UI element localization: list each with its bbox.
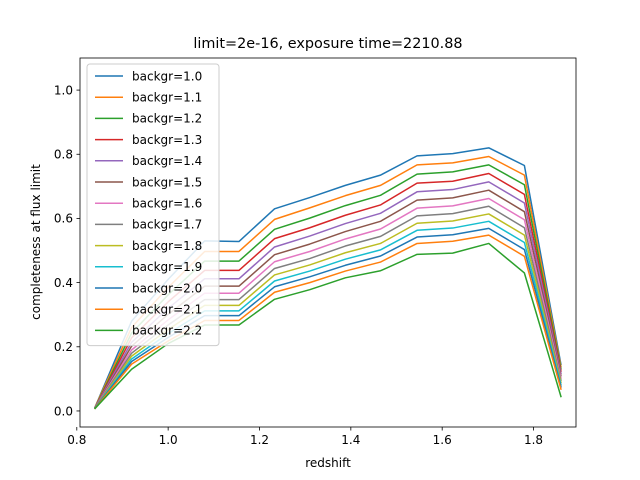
x-tick-label: 1.4 — [341, 433, 360, 447]
legend-entry-label: backgr=1.3 — [132, 133, 202, 147]
legend-entry-label: backgr=2.1 — [132, 303, 202, 317]
legend-entry-label: backgr=2.0 — [132, 281, 202, 295]
y-tick-label: 0.6 — [54, 212, 73, 226]
legend-entry-label: backgr=1.2 — [132, 112, 202, 126]
y-tick-label: 0.0 — [54, 404, 73, 418]
x-tick-label: 1.0 — [159, 433, 178, 447]
legend-entry-label: backgr=1.6 — [132, 197, 202, 211]
y-tick-label: 0.4 — [54, 276, 73, 290]
y-tick-label: 1.0 — [54, 83, 73, 97]
y-axis-label: completeness at flux limit — [29, 164, 43, 320]
legend-entry-label: backgr=1.8 — [132, 239, 202, 253]
legend-entry-label: backgr=2.2 — [132, 324, 202, 338]
y-tick-label: 0.8 — [54, 148, 73, 162]
x-tick-label: 1.6 — [433, 433, 452, 447]
legend-frame — [86, 63, 220, 347]
x-tick-label: 1.2 — [250, 433, 269, 447]
chart-title: limit=2e-16, exposure time=2210.88 — [193, 36, 462, 52]
legend-entry-label: backgr=1.4 — [132, 154, 202, 168]
legend-entry-label: backgr=1.5 — [132, 175, 202, 189]
legend-entry-label: backgr=1.1 — [132, 91, 202, 105]
legend-entry-label: backgr=1.7 — [132, 218, 202, 232]
plot-frame — [79, 57, 577, 428]
x-axis-label: redshift — [305, 456, 351, 470]
y-tick-label: 0.2 — [54, 340, 73, 354]
x-tick-label: 1.8 — [524, 433, 543, 447]
axes-layer: 0.8 1.0 1.2 1.4 1.6 1.8 0.0 0.2 0.4 0.6 0.8 1.0 — [54, 57, 577, 447]
legend-entry-label: backgr=1.9 — [132, 260, 202, 274]
legend-entry-label: backgr=1.0 — [132, 69, 202, 83]
x-tick-label: 0.8 — [67, 433, 86, 447]
legend: backgr=1.0 backgr=1.1 backgr=1.2 backgr=1.3… — [86, 63, 220, 347]
